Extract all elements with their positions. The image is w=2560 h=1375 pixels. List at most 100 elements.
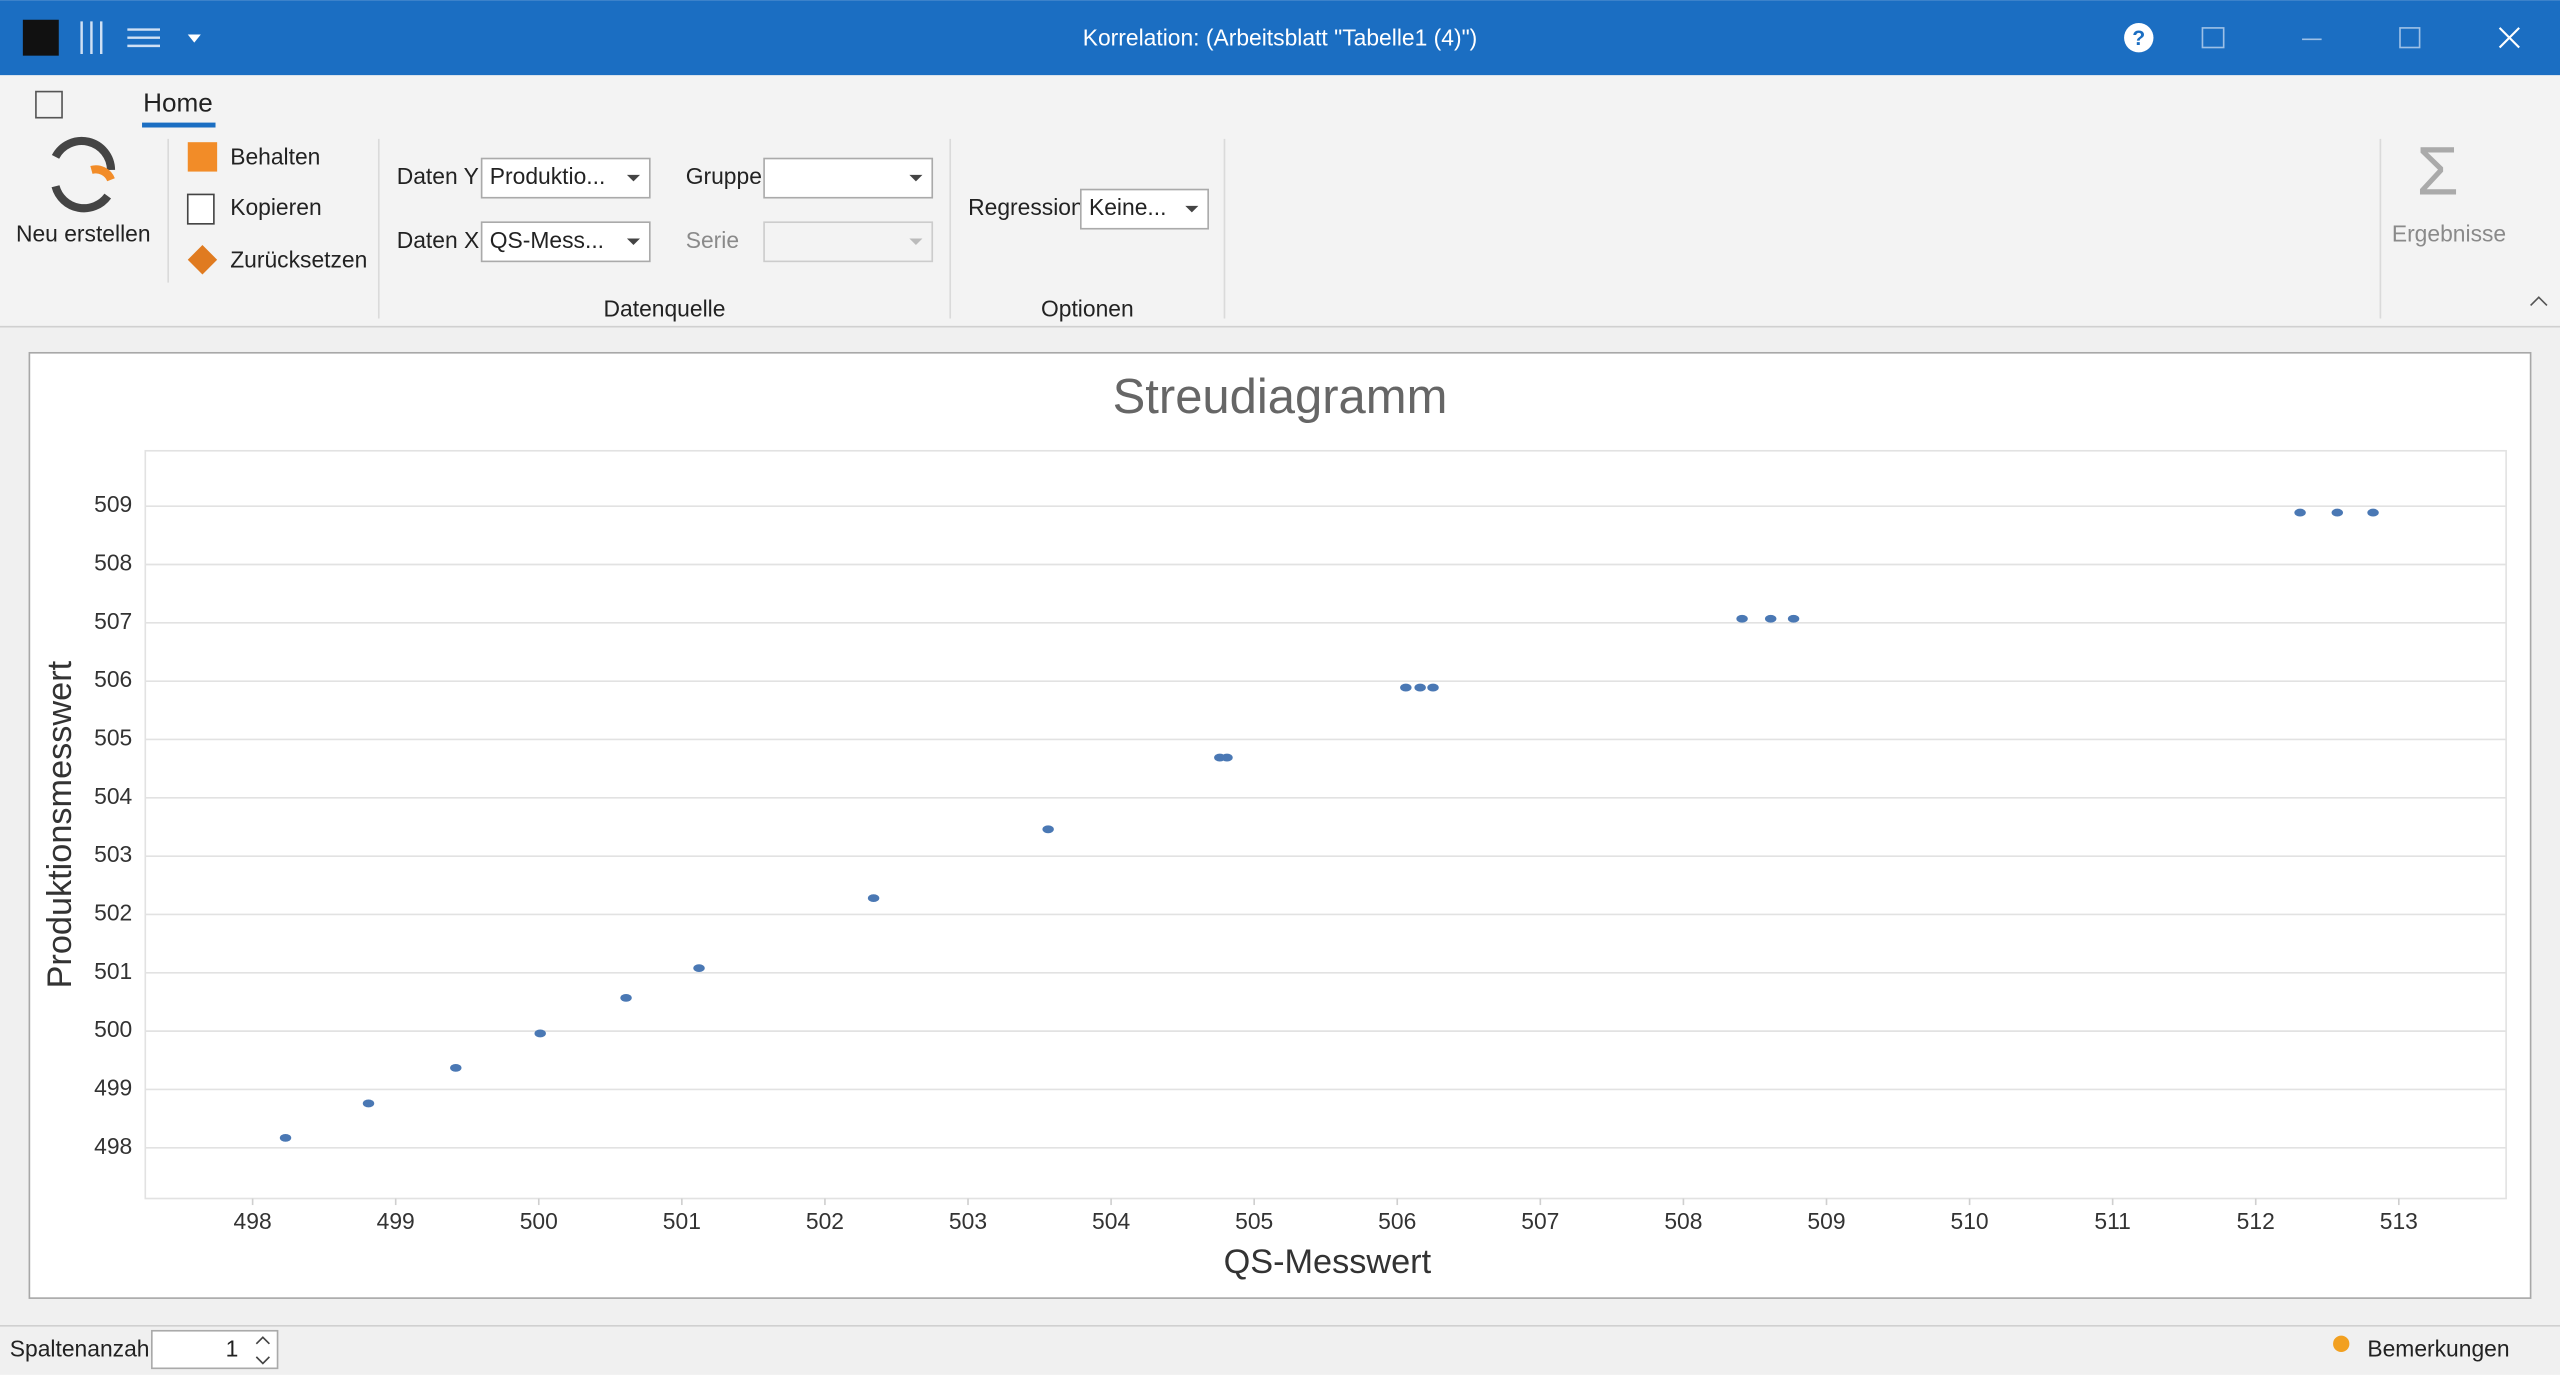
daten-y-value: Produktio... bbox=[490, 163, 606, 189]
tab-underline bbox=[142, 122, 216, 128]
combo-arrow bbox=[1185, 205, 1199, 213]
help-glyph: ? bbox=[2132, 27, 2145, 50]
x-tick-label: 500 bbox=[520, 1208, 558, 1234]
combo-arrow bbox=[626, 174, 640, 182]
keep-button[interactable]: Behalten bbox=[230, 144, 320, 170]
scatter-point bbox=[620, 993, 632, 1002]
combo-arrow bbox=[626, 238, 640, 246]
x-tick-label: 509 bbox=[1807, 1208, 1845, 1234]
x-tick-label: 507 bbox=[1521, 1208, 1559, 1234]
x-tick-label: 512 bbox=[2237, 1208, 2275, 1234]
quick-access-dropdown[interactable] bbox=[187, 34, 201, 43]
scatter-point bbox=[450, 1063, 462, 1072]
chart-panel bbox=[28, 351, 2532, 1299]
regression-value: Keine... bbox=[1089, 194, 1166, 220]
results-icon: Σ bbox=[2416, 133, 2458, 210]
y-tick-label: 503 bbox=[94, 841, 132, 867]
group-datenquelle: Datenquelle bbox=[604, 295, 726, 321]
serie-label: Serie bbox=[686, 227, 739, 253]
y-tick-label: 504 bbox=[94, 783, 132, 809]
y-tick-label: 509 bbox=[94, 491, 132, 517]
y-tick-label: 501 bbox=[94, 958, 132, 984]
x-axis-title: QS-Messwert bbox=[1224, 1243, 1432, 1281]
scatter-point bbox=[2331, 508, 2344, 517]
daten-x-label: Daten X bbox=[397, 227, 480, 253]
columns-value: 1 bbox=[226, 1335, 239, 1361]
daten-y-combo[interactable] bbox=[480, 157, 651, 199]
regression-combo[interactable] bbox=[1080, 188, 1209, 230]
new-icon-accent bbox=[90, 165, 115, 182]
y-tick-label: 506 bbox=[94, 666, 132, 692]
gruppe-combo[interactable] bbox=[763, 157, 934, 199]
file-menu[interactable] bbox=[35, 90, 63, 119]
copy-icon bbox=[186, 193, 215, 225]
x-tick-label: 510 bbox=[1951, 1208, 1989, 1234]
scatter-point bbox=[2367, 508, 2379, 517]
new-button[interactable]: Neu erstellen bbox=[16, 220, 151, 246]
close-button[interactable] bbox=[2498, 27, 2520, 49]
x-tick-label: 505 bbox=[1235, 1208, 1273, 1234]
y-tick-label: 499 bbox=[94, 1074, 132, 1100]
menu-icon[interactable] bbox=[127, 28, 160, 48]
x-tick-label: 502 bbox=[806, 1208, 844, 1234]
group-optionen: Optionen bbox=[1041, 295, 1134, 321]
y-tick-label: 508 bbox=[94, 550, 132, 576]
help-button[interactable] bbox=[2124, 23, 2154, 53]
x-tick-label: 508 bbox=[1664, 1208, 1702, 1234]
tab-home[interactable]: Home bbox=[143, 88, 213, 118]
x-tick-label: 503 bbox=[949, 1208, 987, 1234]
x-tick-label: 513 bbox=[2380, 1208, 2418, 1234]
scatter-point bbox=[1787, 614, 1800, 623]
layout-icon[interactable] bbox=[80, 21, 103, 55]
scatter-point bbox=[1400, 683, 1412, 692]
columns-label: Spaltenanzahl bbox=[10, 1335, 155, 1361]
spinner-arrows[interactable] bbox=[255, 1336, 270, 1365]
columns-spinner[interactable] bbox=[151, 1329, 279, 1370]
scatter-point bbox=[1042, 825, 1054, 834]
x-tick-label: 504 bbox=[1092, 1208, 1130, 1234]
scatter-point bbox=[2294, 508, 2306, 517]
results-button: Ergebnisse bbox=[2392, 220, 2506, 246]
window-title: Korrelation: (Arbeitsblatt "Tabelle1 (4)… bbox=[1083, 24, 1478, 50]
y-tick-label: 500 bbox=[94, 1016, 132, 1042]
new-icon bbox=[51, 136, 116, 213]
restore-button[interactable] bbox=[2201, 27, 2225, 49]
collapse-ribbon[interactable] bbox=[2530, 296, 2548, 307]
x-tick-label: 499 bbox=[377, 1208, 415, 1234]
scatter-point bbox=[1736, 614, 1748, 623]
y-tick-label: 505 bbox=[94, 725, 132, 751]
plot: 498 499 500 501 502 503 504 505 506 507 508 509 498 4… bbox=[94, 491, 2507, 1234]
scatter-point bbox=[362, 1099, 375, 1108]
regression-label: Regression bbox=[968, 194, 1084, 220]
combo-arrow bbox=[909, 238, 923, 246]
serie-combo bbox=[763, 221, 934, 263]
plot-area bbox=[144, 449, 2507, 1200]
scatter-point bbox=[1221, 753, 1233, 762]
y-tick-label: 507 bbox=[94, 608, 132, 634]
maximize-button[interactable] bbox=[2399, 27, 2421, 49]
x-tick-label: 501 bbox=[663, 1208, 701, 1234]
scatter-point bbox=[1427, 683, 1439, 692]
notes-button[interactable]: Bemerkungen bbox=[2367, 1335, 2509, 1361]
app-icon[interactable] bbox=[22, 19, 59, 56]
scatter-point bbox=[1764, 614, 1777, 623]
group-separators bbox=[167, 138, 2382, 319]
scatter-point bbox=[867, 894, 880, 903]
y-tick-label: 498 bbox=[94, 1133, 132, 1159]
notes-icon bbox=[2333, 1335, 2350, 1352]
daten-y-label: Daten Y bbox=[397, 163, 479, 189]
y-axis-title: Produktionsmesswert bbox=[41, 660, 79, 988]
x-tick-label: 498 bbox=[234, 1208, 272, 1234]
ribbon bbox=[0, 75, 2560, 327]
daten-x-value: QS-Mess... bbox=[490, 227, 604, 253]
x-tick-label: 511 bbox=[2094, 1208, 2130, 1234]
x-tick-label: 506 bbox=[1378, 1208, 1416, 1234]
scatter-point bbox=[279, 1133, 292, 1142]
daten-x-combo[interactable] bbox=[480, 221, 651, 263]
chart-title: Streudiagramm bbox=[1113, 370, 1448, 424]
gruppe-label: Gruppe bbox=[686, 163, 762, 189]
copy-button[interactable]: Kopieren bbox=[230, 194, 321, 220]
reset-button[interactable]: Zurücksetzen bbox=[230, 246, 367, 272]
